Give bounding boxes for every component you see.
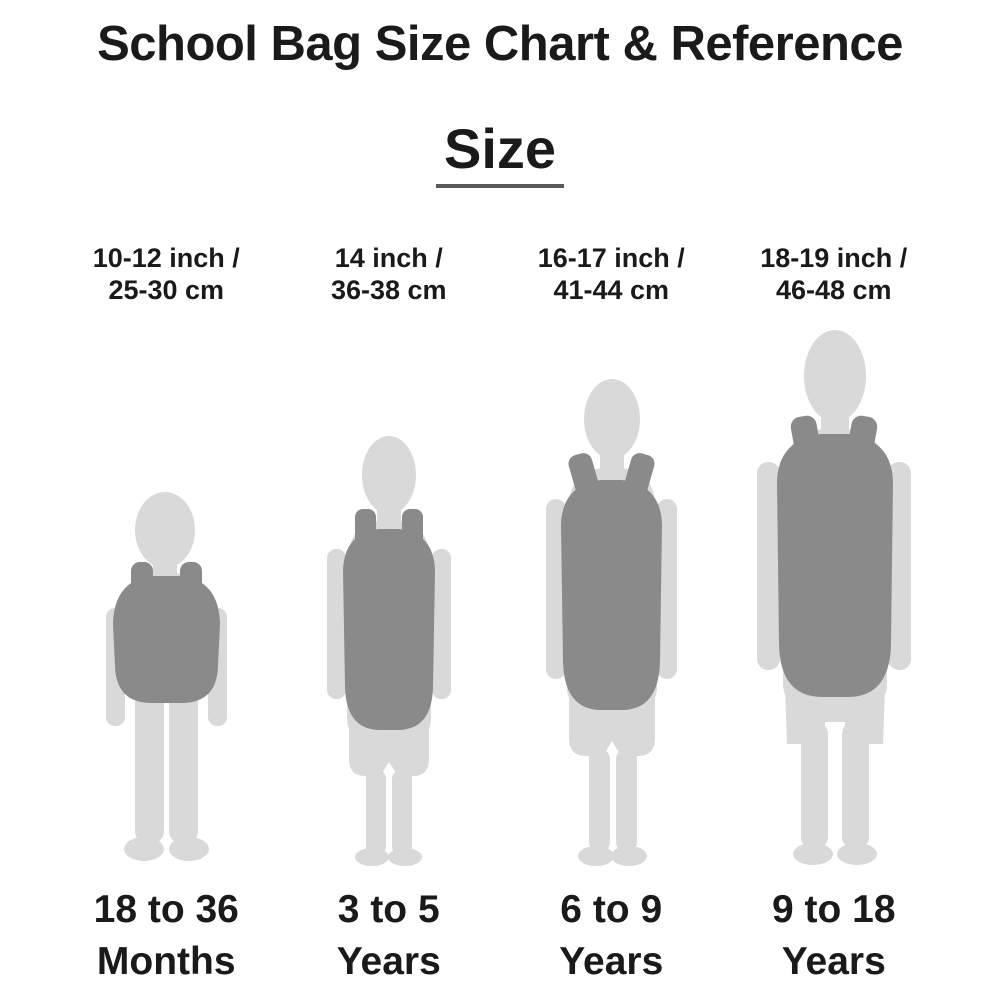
size-label: 14 inch / 36-38 cm bbox=[331, 242, 447, 310]
age-label: 6 to 9 Years bbox=[559, 884, 663, 988]
figure-area bbox=[99, 310, 234, 866]
age-line-range: 18 to 36 bbox=[93, 888, 239, 932]
age-line-range: 6 to 9 bbox=[560, 888, 663, 932]
age-label: 9 to 18 Years bbox=[772, 884, 896, 988]
size-line-cm: 36-38 cm bbox=[330, 275, 447, 306]
size-label: 18-19 inch / 46-48 cm bbox=[760, 242, 907, 310]
size-line-inches: 14 inch / bbox=[334, 243, 443, 274]
column-9-18-years: 18-19 inch / 46-48 cm bbox=[723, 242, 946, 988]
size-line-inches: 18-19 inch / bbox=[760, 243, 908, 274]
column-18-36-months: 10-12 inch / 25-30 cm bbox=[55, 242, 278, 988]
size-line-cm: 41-44 cm bbox=[553, 275, 670, 306]
size-line-inches: 16-17 inch / bbox=[537, 243, 685, 274]
size-label: 16-17 inch / 41-44 cm bbox=[538, 242, 685, 310]
size-columns: 10-12 inch / 25-30 cm bbox=[0, 242, 1000, 988]
age-line-range: 9 to 18 bbox=[771, 888, 896, 932]
toddler-with-backpack-icon bbox=[105, 492, 227, 862]
size-line-cm: 46-48 cm bbox=[775, 275, 892, 306]
size-line-inches: 10-12 inch / bbox=[92, 243, 240, 274]
age-label: 18 to 36 Months bbox=[94, 884, 239, 988]
age-line-unit: Years bbox=[336, 940, 441, 984]
teen-with-backpack-icon bbox=[756, 330, 911, 866]
page-title: School Bag Size Chart & Reference bbox=[97, 17, 903, 71]
age-line-unit: Years bbox=[559, 940, 664, 984]
preschooler-with-backpack-icon bbox=[326, 436, 451, 867]
column-6-9-years: 16-17 inch / 41-44 cm bbox=[500, 242, 723, 988]
section-heading-wrap: Size bbox=[0, 120, 1000, 189]
section-heading: Size bbox=[435, 120, 565, 189]
figure-area bbox=[539, 310, 684, 867]
age-line-unit: Years bbox=[781, 940, 886, 984]
size-label: 10-12 inch / 25-30 cm bbox=[93, 242, 240, 310]
size-line-cm: 25-30 cm bbox=[108, 275, 225, 306]
figure-area bbox=[749, 310, 919, 866]
child-with-backpack-icon bbox=[545, 379, 677, 867]
age-label: 3 to 5 Years bbox=[337, 884, 441, 988]
age-line-range: 3 to 5 bbox=[337, 888, 440, 932]
age-line-unit: Months bbox=[96, 940, 236, 984]
column-3-5-years: 14 inch / 36-38 cm bbox=[278, 242, 501, 988]
figure-area bbox=[319, 310, 459, 867]
